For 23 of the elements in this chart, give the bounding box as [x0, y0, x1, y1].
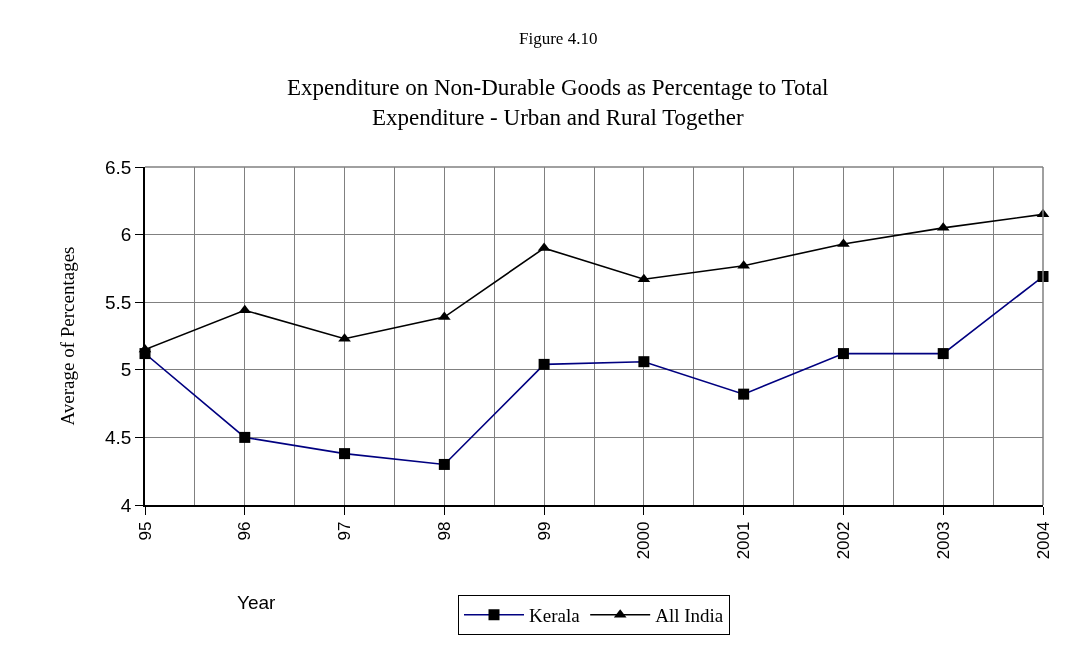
x-tick-label: 2000	[634, 521, 654, 560]
x-tick-label: 95	[135, 521, 155, 541]
y-tick-label: 4	[120, 494, 132, 516]
legend-label: Kerala	[529, 605, 581, 627]
chart-subtitle: Expenditure on Non-Durable Goods as Percentage to Total Expenditure - Urban and Rural Together	[287, 75, 829, 130]
x-tick-label: 98	[434, 521, 454, 541]
x-tick-label: 2003	[933, 521, 953, 560]
x-tick-label: 2002	[833, 521, 853, 560]
y-tick-label: 6	[120, 224, 132, 246]
x-tick-label: 97	[335, 521, 355, 541]
x-tick-label: 96	[235, 521, 255, 541]
x-tick-label: 2004	[1033, 521, 1053, 560]
y-tick-label: 4.5	[105, 427, 132, 449]
y-tick-label: 5	[120, 359, 132, 381]
y-tick-label: 6.5	[105, 156, 132, 178]
y-axis-title: Average of Percentages	[57, 246, 79, 426]
x-axis-title: Year	[237, 592, 277, 613]
x-tick-label: 99	[534, 521, 554, 541]
point	[238, 304, 252, 314]
x-tick-label: 2001	[734, 521, 754, 560]
y-tick-label: 5.5	[105, 291, 132, 313]
legend-label: All India	[655, 605, 724, 627]
chart-title: Figure 4.10	[519, 29, 598, 48]
